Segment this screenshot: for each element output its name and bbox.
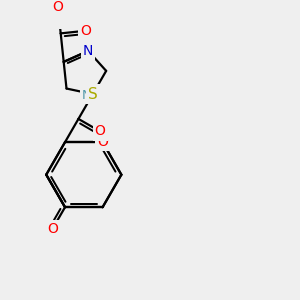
Text: O: O (80, 24, 91, 38)
Text: O: O (47, 222, 58, 236)
Text: S: S (88, 87, 98, 102)
Text: O: O (52, 0, 63, 14)
Text: O: O (95, 124, 106, 138)
Text: NH: NH (82, 89, 102, 102)
Text: N: N (83, 44, 93, 58)
Text: O: O (97, 135, 108, 149)
